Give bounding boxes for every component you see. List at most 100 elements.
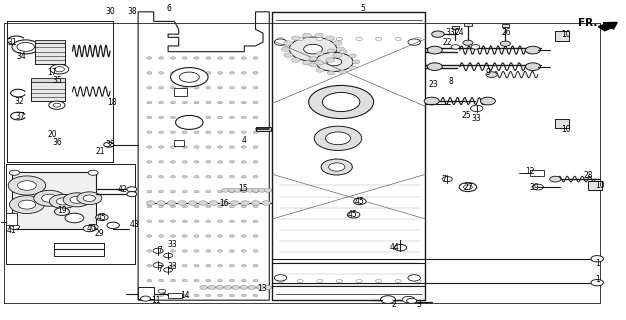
FancyArrow shape <box>598 22 617 31</box>
Bar <box>255 126 271 131</box>
Circle shape <box>486 72 497 77</box>
Circle shape <box>147 175 152 178</box>
Circle shape <box>153 263 163 268</box>
Circle shape <box>127 187 137 192</box>
Circle shape <box>326 132 351 145</box>
Circle shape <box>147 161 152 163</box>
Circle shape <box>349 66 356 70</box>
Bar <box>174 140 183 146</box>
Circle shape <box>158 190 163 193</box>
Circle shape <box>500 41 510 46</box>
Circle shape <box>206 279 211 282</box>
Circle shape <box>316 68 324 72</box>
Circle shape <box>206 161 211 163</box>
Circle shape <box>253 190 258 193</box>
Circle shape <box>218 175 223 178</box>
Circle shape <box>182 72 187 74</box>
Text: 30: 30 <box>105 7 115 16</box>
Circle shape <box>339 50 347 54</box>
Circle shape <box>54 67 64 72</box>
Circle shape <box>302 33 311 38</box>
Text: 6: 6 <box>167 4 172 13</box>
Circle shape <box>241 294 246 297</box>
Circle shape <box>415 279 421 283</box>
Circle shape <box>241 116 246 119</box>
Text: 40: 40 <box>86 224 96 233</box>
Circle shape <box>292 58 300 62</box>
Circle shape <box>158 161 163 163</box>
Circle shape <box>206 190 211 193</box>
Circle shape <box>591 256 603 262</box>
Circle shape <box>284 53 292 57</box>
Circle shape <box>230 264 235 267</box>
Circle shape <box>12 40 39 54</box>
Circle shape <box>156 201 165 205</box>
Circle shape <box>321 159 352 175</box>
Circle shape <box>158 289 166 293</box>
Circle shape <box>158 72 163 74</box>
Circle shape <box>230 294 235 297</box>
Circle shape <box>241 190 246 193</box>
Text: 23: 23 <box>428 80 438 89</box>
Text: 39: 39 <box>530 183 540 192</box>
Circle shape <box>253 250 258 252</box>
Circle shape <box>251 201 260 205</box>
Text: 29: 29 <box>95 229 104 238</box>
Bar <box>138 287 154 299</box>
Text: 19: 19 <box>57 206 67 215</box>
Circle shape <box>141 296 151 301</box>
Circle shape <box>65 213 84 223</box>
Circle shape <box>170 116 175 119</box>
Circle shape <box>175 116 203 129</box>
Circle shape <box>147 264 152 267</box>
Circle shape <box>241 220 246 222</box>
Circle shape <box>327 49 335 53</box>
Text: 37: 37 <box>16 113 26 122</box>
Circle shape <box>206 220 211 222</box>
Circle shape <box>253 101 258 104</box>
Circle shape <box>147 190 152 193</box>
Circle shape <box>9 196 44 213</box>
Text: 33: 33 <box>472 114 481 123</box>
Text: 15: 15 <box>239 184 248 193</box>
Circle shape <box>315 33 324 38</box>
Circle shape <box>49 101 65 109</box>
Circle shape <box>170 250 175 252</box>
Circle shape <box>304 44 322 54</box>
Circle shape <box>147 294 152 297</box>
Text: 5: 5 <box>361 4 366 13</box>
Polygon shape <box>138 12 269 300</box>
Circle shape <box>170 264 175 267</box>
Text: 1: 1 <box>595 259 600 268</box>
Circle shape <box>336 279 342 283</box>
Circle shape <box>8 176 46 195</box>
Circle shape <box>158 235 163 237</box>
Circle shape <box>241 279 246 282</box>
Circle shape <box>241 264 246 267</box>
Circle shape <box>316 52 324 55</box>
Text: 32: 32 <box>14 97 24 106</box>
Circle shape <box>240 285 248 289</box>
Circle shape <box>246 188 254 192</box>
Bar <box>588 181 602 190</box>
Circle shape <box>241 175 246 178</box>
Circle shape <box>443 177 453 182</box>
Circle shape <box>218 264 223 267</box>
Circle shape <box>194 190 199 193</box>
Circle shape <box>170 131 175 133</box>
Circle shape <box>253 72 258 74</box>
Circle shape <box>262 201 270 205</box>
Circle shape <box>471 45 480 49</box>
Circle shape <box>158 205 163 208</box>
Circle shape <box>153 248 163 253</box>
Circle shape <box>147 220 152 222</box>
Circle shape <box>230 201 239 205</box>
Circle shape <box>230 116 235 119</box>
Circle shape <box>354 198 366 204</box>
Text: 36: 36 <box>52 138 62 147</box>
Circle shape <box>241 101 246 104</box>
Circle shape <box>317 279 323 283</box>
Circle shape <box>170 220 175 222</box>
Circle shape <box>194 131 199 133</box>
Text: 14: 14 <box>180 291 190 300</box>
